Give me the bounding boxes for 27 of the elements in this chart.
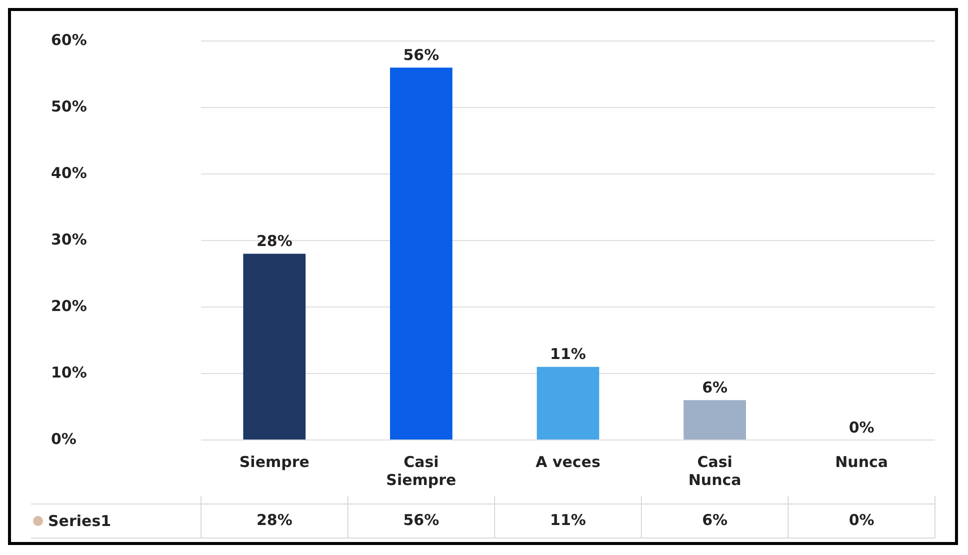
y-tick-label: 60% bbox=[51, 30, 87, 49]
x-tick-label: Nunca bbox=[835, 452, 888, 471]
y-tick-label: 50% bbox=[51, 97, 87, 116]
text: 0% bbox=[848, 418, 874, 436]
text: 28% bbox=[256, 232, 292, 250]
text: 11% bbox=[550, 345, 586, 364]
text: 28% bbox=[256, 510, 292, 529]
bar bbox=[684, 400, 746, 440]
y-tick-label: 10% bbox=[51, 363, 87, 382]
text: 56% bbox=[403, 46, 440, 64]
y-tick-label: 20% bbox=[51, 296, 87, 315]
x-tick-label: Siempre bbox=[239, 452, 310, 471]
x-tick-label: Casi Siempre bbox=[386, 452, 456, 489]
y-tick-label: 30% bbox=[51, 230, 87, 248]
y-tick-label: 40% bbox=[51, 164, 87, 182]
bar bbox=[536, 366, 600, 440]
bar bbox=[243, 254, 306, 440]
text: 11% bbox=[550, 510, 586, 529]
x-tick-label: Casi Nunca bbox=[688, 452, 742, 489]
text: 6% bbox=[702, 510, 728, 529]
text: 6% bbox=[702, 378, 728, 396]
y-tick-label: 0% bbox=[51, 430, 76, 448]
bar bbox=[390, 68, 452, 440]
text: Series1 bbox=[48, 512, 112, 530]
text: 56% bbox=[403, 510, 440, 529]
x-tick-label: A veces bbox=[536, 452, 600, 471]
text: 0% bbox=[848, 510, 874, 529]
